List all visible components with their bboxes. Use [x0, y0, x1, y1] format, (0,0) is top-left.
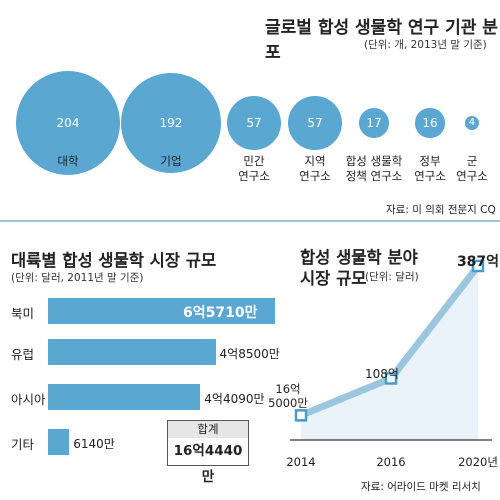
bar — [48, 384, 201, 410]
bubble: 192 — [120, 72, 222, 174]
bar-chart-unit: (단위: 달러, 2011년 말 기준) — [11, 272, 144, 284]
data-value-label: 387억 — [457, 254, 499, 270]
bar — [48, 298, 275, 324]
x-tick-label: 2014 — [286, 455, 315, 469]
bubble-label: 군 연구소 — [456, 154, 488, 183]
bubble: 16 — [415, 108, 445, 138]
bubble: 204 — [16, 71, 120, 175]
bubble-chart-unit: (단위: 개, 2013년 말 기준) — [364, 39, 487, 51]
data-value-label: 5000만 — [268, 396, 308, 410]
bar-category-label: 기타 — [11, 437, 35, 452]
bar — [48, 339, 216, 365]
total-box: 합계 16억4440만 — [167, 420, 249, 485]
bubble: 57 — [226, 95, 282, 151]
data-value-label: 108억 — [365, 367, 399, 381]
data-point — [471, 259, 485, 273]
total-value: 16억4440만 — [173, 443, 243, 485]
bubble: 17 — [358, 107, 389, 138]
line-chart-source: 자료: 어라이드 마켓 리서치 — [361, 481, 481, 493]
bubble-chart-title: 글로벌 합성 생물학 연구 기관 분포 — [265, 18, 498, 63]
bar-chart-title: 대륙별 합성 생물학 시장 규모 — [11, 251, 217, 270]
bubble-chart-source: 자료: 미 의회 전문지 CQ — [386, 204, 496, 216]
bubble-label: 정부 연구소 — [414, 154, 446, 183]
x-tick-label: 2016 — [376, 455, 405, 469]
bar-category-label: 북미 — [11, 306, 35, 321]
data-point — [384, 372, 398, 385]
data-value-label: 16억 — [275, 382, 300, 396]
bubble: 57 — [287, 95, 343, 151]
line-chart-title: 합성 생물학 분야 시장 규모 — [300, 248, 418, 288]
bar-value-label: 6140만 — [73, 437, 115, 451]
bar-category-label: 유럽 — [11, 347, 35, 362]
data-point — [294, 409, 308, 422]
bar-value-label: 4억4090만 — [204, 392, 265, 406]
bar-value-label: 4억8500만 — [219, 347, 280, 361]
x-tick-label: 2020년 — [458, 455, 498, 469]
bubble: 4 — [464, 115, 480, 131]
bubble-label: 지역 연구소 — [299, 154, 331, 183]
bar — [48, 429, 70, 455]
bubble-label: 대학 — [57, 154, 79, 168]
bubble-label: 민간 연구소 — [238, 154, 270, 183]
bar-category-label: 아시아 — [11, 392, 46, 407]
total-label: 합계 — [168, 421, 248, 438]
line-chart-unit: (단위: 달러) — [365, 271, 419, 283]
line-area — [301, 266, 478, 440]
bar-value-label: 6억5710만 — [183, 305, 258, 321]
section-divider — [0, 220, 500, 222]
bubble-label: 합성 생물학 정책 연구소 — [345, 154, 403, 183]
bubble-label: 기업 — [160, 154, 182, 168]
